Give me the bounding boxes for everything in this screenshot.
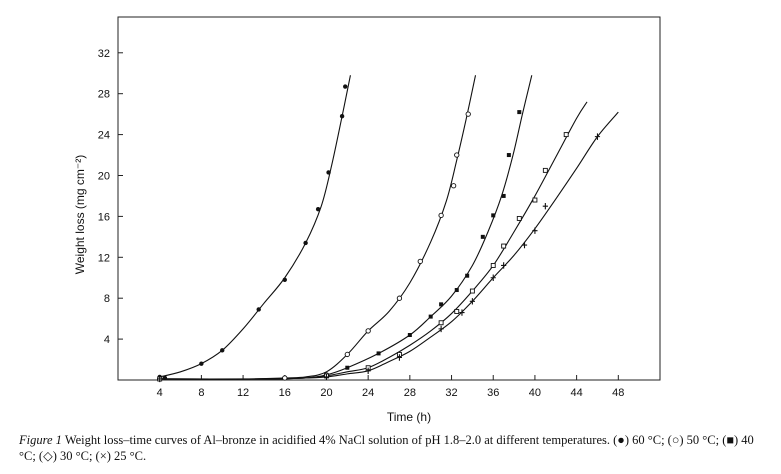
- x-tick-label: 32: [445, 387, 457, 399]
- data-point: [542, 202, 548, 210]
- x-tick-label: 28: [404, 387, 416, 399]
- data-point: [517, 110, 522, 115]
- y-tick-label: 32: [98, 48, 110, 60]
- y-axis: 4 8 12 16 20 24 28 32: [98, 48, 123, 346]
- data-point: [365, 367, 371, 374]
- data-point: [157, 375, 163, 383]
- data-point: [490, 274, 496, 281]
- data-point: [303, 240, 308, 246]
- caption-label: Figure 1: [19, 433, 62, 447]
- x-tick-label: 8: [198, 387, 204, 399]
- data-point: [282, 375, 288, 381]
- data-point: [162, 375, 168, 381]
- plot-frame: [117, 16, 661, 381]
- data-point: [344, 351, 350, 358]
- data-point: [438, 325, 444, 333]
- y-tick-label: 24: [98, 130, 110, 142]
- data-point: [491, 213, 496, 218]
- y-tick-label: 28: [98, 89, 110, 101]
- data-point: [454, 309, 460, 314]
- figure-caption: Figure 1 Weight loss–time curves of Al–b…: [19, 432, 769, 464]
- data-point: [469, 298, 475, 305]
- data-point: [465, 111, 471, 117]
- data-point: [594, 133, 601, 140]
- y-tick-label: 8: [104, 293, 110, 305]
- y-tick-label: 12: [98, 252, 110, 264]
- x-tick-label: 44: [570, 387, 582, 399]
- data-point: [490, 263, 496, 268]
- x-tick-label: 48: [612, 387, 624, 399]
- data-point: [480, 234, 485, 239]
- data-point: [459, 309, 465, 316]
- series-line-3: [159, 75, 533, 380]
- data-point: [345, 365, 350, 370]
- data-point: [339, 113, 345, 119]
- data-point: [542, 167, 548, 173]
- x-tick-label: 16: [279, 387, 291, 399]
- data-point: [282, 277, 287, 282]
- data-point: [506, 153, 511, 158]
- data-point: [438, 320, 444, 326]
- data-point: [326, 170, 331, 175]
- data-point: [439, 302, 444, 307]
- series-line-4: [159, 101, 588, 380]
- data-point: [315, 207, 321, 212]
- y-axis-title: Weight loss (mg cm⁻²): [73, 155, 87, 274]
- data-point: [532, 197, 538, 203]
- data-point: [417, 258, 423, 265]
- data-point: [376, 351, 381, 356]
- data-point: [323, 373, 330, 381]
- data-point: [501, 193, 506, 198]
- y-tick-label: 16: [98, 211, 110, 223]
- data-point: [454, 152, 460, 158]
- y-tick-label: 4: [104, 334, 110, 346]
- data-point: [454, 288, 459, 293]
- data-point: [563, 132, 569, 138]
- data-point: [365, 328, 371, 334]
- x-axis: 4 8 12 16 20 24 28 32 36 40 44 48: [157, 375, 624, 399]
- series-line-1: [159, 75, 351, 378]
- series-curves: [159, 75, 619, 380]
- data-point: [469, 288, 475, 294]
- plot-border: [117, 16, 661, 381]
- data-point: [199, 361, 204, 366]
- data-point: [438, 212, 444, 219]
- data-point: [521, 241, 528, 249]
- data-point: [396, 295, 403, 301]
- data-point: [428, 314, 433, 319]
- data-point: [407, 333, 412, 338]
- x-tick-label: 12: [237, 387, 249, 399]
- data-point: [256, 307, 261, 312]
- x-tick-label: 40: [529, 387, 541, 399]
- data-point: [532, 227, 538, 234]
- series-line-5: [159, 111, 619, 380]
- data-point: [396, 354, 403, 361]
- data-point: [343, 84, 348, 89]
- x-tick-label: 4: [157, 387, 163, 399]
- data-point: [465, 273, 470, 278]
- caption-text: Weight loss–time curves of Al–bronze in …: [19, 433, 754, 463]
- data-point: [220, 348, 225, 353]
- data-point: [501, 262, 507, 269]
- y-tick-label: 20: [98, 170, 110, 182]
- x-tick-label: 24: [362, 387, 374, 399]
- x-tick-label: 36: [487, 387, 499, 399]
- data-point: [450, 183, 457, 189]
- data-point: [501, 243, 507, 249]
- x-tick-label: 20: [320, 387, 332, 399]
- data-point: [516, 215, 522, 221]
- x-axis-title: Time (h): [387, 410, 431, 424]
- series-markers: [157, 84, 601, 383]
